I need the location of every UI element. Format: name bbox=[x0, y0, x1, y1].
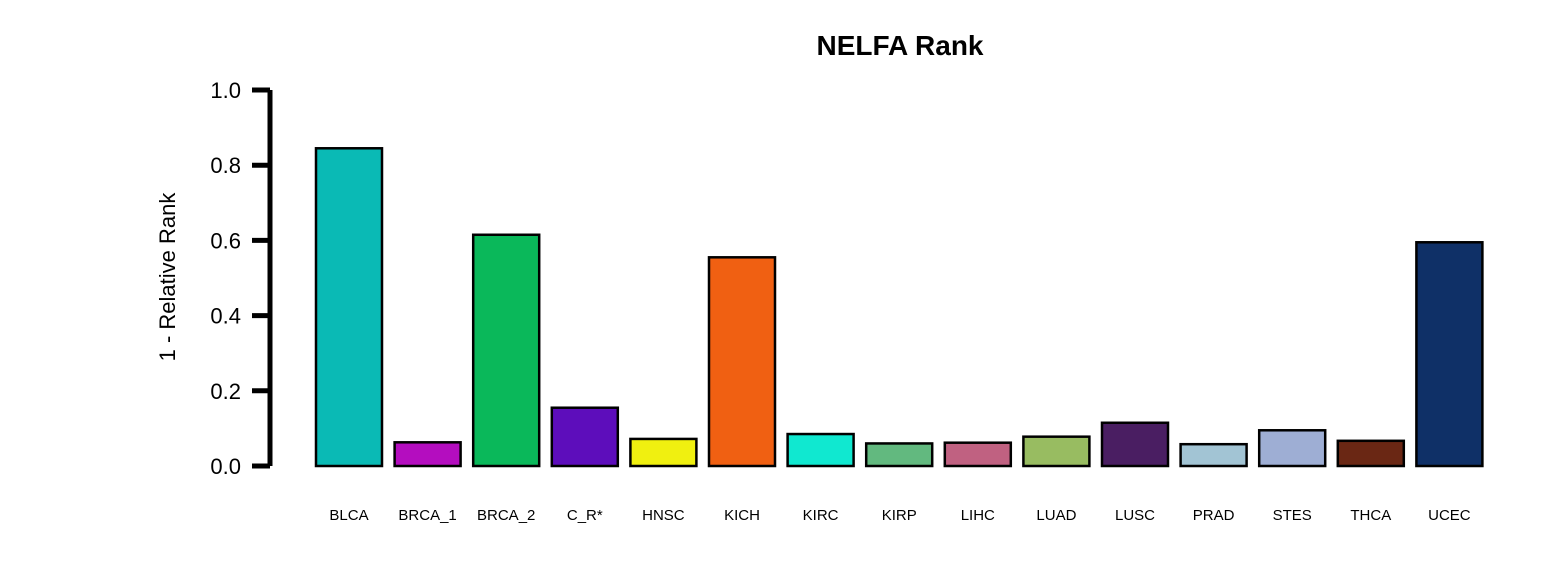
x-tick-label: KIRC bbox=[803, 507, 839, 524]
x-tick-label: LUSC bbox=[1115, 507, 1155, 524]
y-axis-label: 1 - Relative Rank bbox=[155, 192, 180, 362]
x-tick-label: UCEC bbox=[1428, 507, 1471, 524]
x-tick-label: HNSC bbox=[642, 507, 685, 524]
bar-hnsc bbox=[629, 437, 698, 468]
bar-thca bbox=[1336, 439, 1406, 468]
bar-lihc bbox=[943, 441, 1013, 468]
bar-kirc bbox=[786, 432, 855, 468]
y-tick-label: 0.4 bbox=[210, 304, 241, 329]
x-tick-label: LIHC bbox=[961, 507, 995, 524]
bar-lusc bbox=[1100, 421, 1170, 468]
x-tick-label: LUAD bbox=[1036, 507, 1076, 524]
x-tick-label: BRCA_1 bbox=[398, 507, 456, 524]
bar-brca-1 bbox=[393, 441, 462, 468]
x-tick-label: STES bbox=[1273, 507, 1312, 524]
bar-ucec bbox=[1415, 241, 1484, 468]
y-axis-ticks: 0.0 0.2 0.4 0.6 0.8 1.0 bbox=[210, 78, 270, 479]
bar-kich bbox=[707, 256, 777, 468]
bar-blca bbox=[314, 147, 384, 468]
y-tick-label: 0.2 bbox=[210, 379, 241, 404]
x-tick-label: PRAD bbox=[1193, 507, 1235, 524]
chart-title: NELFA Rank bbox=[817, 30, 984, 61]
x-tick-label: THCA bbox=[1350, 507, 1391, 524]
bar-kirp bbox=[864, 442, 934, 468]
y-tick-label: 0.8 bbox=[210, 153, 241, 178]
bar-c-r bbox=[550, 406, 620, 468]
bar-stes bbox=[1257, 429, 1327, 468]
bar-brca-2 bbox=[471, 233, 541, 468]
x-tick-label: KIRP bbox=[882, 507, 917, 524]
bar-prad bbox=[1179, 442, 1248, 468]
y-tick-label: 1.0 bbox=[210, 78, 241, 103]
bar-luad bbox=[1022, 435, 1091, 468]
x-axis-tick-labels: BLCA BRCA_1 BRCA_2 C_R* HNSC KICH KIRC KIRP LIHC… bbox=[329, 507, 1470, 524]
bars bbox=[314, 147, 1484, 468]
x-tick-label: KICH bbox=[724, 507, 760, 524]
y-tick-label: 0.0 bbox=[210, 454, 241, 479]
x-tick-label: BLCA bbox=[329, 507, 368, 524]
x-tick-label: BRCA_2 bbox=[477, 507, 535, 524]
x-tick-label: C_R* bbox=[567, 507, 603, 524]
y-tick-label: 0.6 bbox=[210, 228, 241, 253]
